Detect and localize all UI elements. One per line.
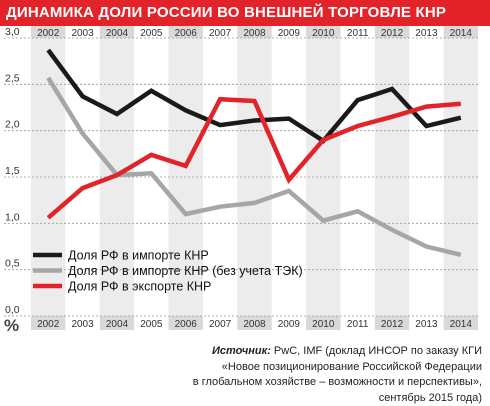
year-header-band-2008: [237, 26, 272, 38]
year-footer-band-2014: [443, 316, 478, 330]
y-tick-label: 2,0: [5, 119, 20, 131]
x-tick-label-top: 2005: [140, 28, 163, 39]
year-footer-band-2002: [31, 316, 66, 330]
line-chart: 0,00,51,01,52,02,53,0 200220022003200320…: [4, 26, 478, 335]
source-line-3: в глобальном хозяйстве – возможности и п…: [192, 376, 482, 404]
source-line-1-text: PwC, IMF (доклад ИНСОР по заказу КГИ: [273, 345, 482, 357]
x-tick-label-bottom: 2002: [37, 319, 60, 330]
year-footer-band-2006: [168, 316, 203, 330]
x-tick-label-top: 2003: [71, 28, 94, 39]
y-tick-label: 1,5: [5, 165, 20, 177]
year-header-band-2002: [31, 26, 66, 38]
x-tick-label-bottom: 2005: [140, 319, 163, 330]
x-tick-label-bottom: 2008: [243, 319, 266, 330]
x-tick-label-bottom: 2012: [381, 319, 404, 330]
x-tick-label-top: 2014: [450, 28, 473, 39]
x-tick-label-top: 2013: [415, 28, 438, 39]
x-tick-label-top: 2007: [209, 28, 232, 39]
x-tick-label-top: 2010: [312, 28, 335, 39]
year-header-band-2006: [168, 26, 203, 38]
year-header-band-2012: [374, 26, 410, 38]
x-tick-label-top: 2012: [381, 28, 404, 39]
legend-label-1: Доля РФ в импорте КНР: [68, 249, 209, 263]
y-tick-label: 0,0: [5, 304, 20, 316]
year-footer-band-2008: [237, 316, 272, 330]
legend-label-3: Доля РФ в экспорте КНР: [68, 280, 211, 294]
y-tick-label: 0,5: [5, 258, 20, 270]
x-tick-label-bottom: 2011: [347, 319, 369, 330]
x-tick-label-bottom: 2010: [312, 319, 335, 330]
grid-lines: [4, 37, 478, 317]
title-bar: ДИНАМИКА ДОЛИ РОССИИ ВО ВНЕШНЕЙ ТОРГОВЛЕ…: [0, 0, 490, 26]
chart-title: ДИНАМИКА ДОЛИ РОССИИ ВО ВНЕШНЕЙ ТОРГОВЛЕ…: [6, 4, 447, 21]
x-tick-label-bottom: 2013: [415, 319, 438, 330]
legend-label-2: Доля РФ в импорте КНР (без учета ТЭК): [68, 264, 303, 278]
year-header-band-2014: [443, 26, 478, 38]
source-line-1: Источник: PwC, IMF (доклад ИНСОР по зака…: [152, 344, 482, 360]
x-tick-label-top: 2006: [175, 28, 198, 39]
year-footer-band-2010: [306, 316, 341, 330]
series-line-3: [46, 96, 461, 220]
y-tick-label: 1,0: [5, 211, 20, 223]
x-tick-label-bottom: 2014: [450, 319, 473, 330]
y-tick-label: 3,0: [5, 26, 20, 38]
x-tick-labels: 2002 2002 2003 2003 2004 2004 2005 2005 2006 2006…: [4, 28, 472, 335]
y-tick-labels: 0,0 0,5 1,0 1,5 2,0 2,5 3,0: [5, 26, 20, 316]
x-tick-label-bottom: 2009: [278, 319, 301, 330]
year-footer-band-2012: [374, 316, 410, 330]
x-tick-label-top: 2008: [243, 28, 266, 39]
x-tick-label-top: 2004: [106, 28, 129, 39]
x-tick-label-top: 2002: [37, 28, 60, 39]
y-tick-label: 2,5: [5, 72, 20, 84]
y-axis-label: %: [4, 316, 19, 335]
series-line-1: [46, 48, 462, 144]
year-band-2010: [306, 38, 341, 316]
x-tick-label-top: 2011: [347, 28, 369, 39]
source-line-2: «Новое позиционирование Российской Федер…: [221, 360, 482, 373]
x-tick-label-bottom: 2006: [175, 319, 198, 330]
x-tick-label-top: 2009: [278, 28, 301, 39]
source-label: Источник:: [212, 345, 271, 357]
year-footer-band-2004: [99, 316, 135, 330]
year-header-band-2010: [306, 26, 341, 38]
x-tick-label-bottom: 2003: [71, 319, 94, 330]
x-tick-label-bottom: 2004: [106, 319, 129, 330]
source-note: Источник: PwC, IMF (доклад ИНСОР по зака…: [152, 344, 482, 406]
series-lines: [46, 48, 462, 257]
x-tick-label-bottom: 2007: [209, 319, 232, 330]
year-header-band-2004: [99, 26, 135, 38]
